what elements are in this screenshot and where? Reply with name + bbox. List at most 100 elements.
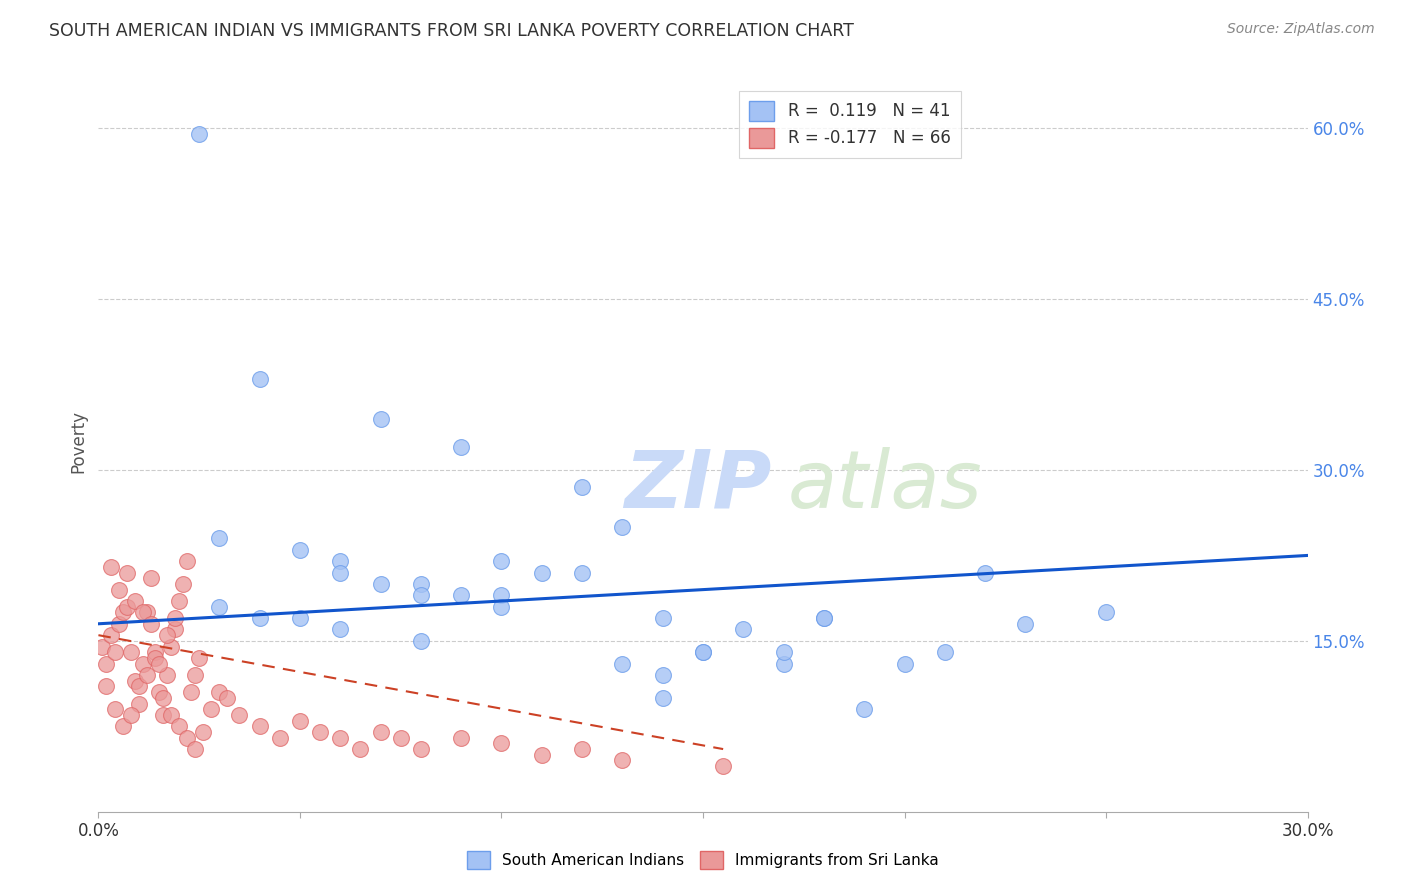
Point bbox=[96, 680, 118, 694]
Point bbox=[249, 611, 271, 625]
Point bbox=[91, 640, 114, 654]
Point bbox=[184, 668, 207, 682]
Point bbox=[148, 685, 170, 699]
Point bbox=[571, 742, 593, 756]
Point bbox=[733, 623, 755, 637]
Point bbox=[288, 611, 311, 625]
Point bbox=[160, 640, 183, 654]
Point bbox=[1014, 616, 1036, 631]
Point bbox=[208, 685, 231, 699]
Point bbox=[249, 372, 271, 386]
Point bbox=[200, 702, 222, 716]
Point bbox=[180, 685, 202, 699]
Point bbox=[651, 611, 673, 625]
Point bbox=[450, 588, 472, 602]
Text: SOUTH AMERICAN INDIAN VS IMMIGRANTS FROM SRI LANKA POVERTY CORRELATION CHART: SOUTH AMERICAN INDIAN VS IMMIGRANTS FROM… bbox=[49, 22, 853, 40]
Point bbox=[96, 657, 118, 671]
Point bbox=[249, 719, 271, 733]
Point bbox=[612, 754, 634, 768]
Point bbox=[370, 577, 392, 591]
Point bbox=[389, 731, 412, 745]
Point bbox=[651, 668, 673, 682]
Point bbox=[370, 725, 392, 739]
Legend: South American Indians, Immigrants from Sri Lanka: South American Indians, Immigrants from … bbox=[461, 845, 945, 875]
Point bbox=[692, 645, 714, 659]
Point bbox=[772, 657, 794, 671]
Point bbox=[167, 594, 190, 608]
Point bbox=[124, 673, 146, 688]
Point bbox=[163, 611, 186, 625]
Point bbox=[491, 736, 513, 750]
Point bbox=[813, 611, 835, 625]
Point bbox=[128, 680, 150, 694]
Point bbox=[152, 690, 174, 705]
Point bbox=[107, 616, 129, 631]
Point bbox=[491, 588, 513, 602]
Point bbox=[571, 566, 593, 580]
Point bbox=[176, 731, 198, 745]
Point bbox=[143, 645, 166, 659]
Point bbox=[491, 599, 513, 614]
Point bbox=[370, 411, 392, 425]
Point bbox=[188, 127, 211, 141]
Point bbox=[217, 690, 239, 705]
Point bbox=[409, 588, 432, 602]
Point bbox=[450, 731, 472, 745]
Point bbox=[409, 577, 432, 591]
Point bbox=[530, 747, 553, 762]
Point bbox=[167, 719, 190, 733]
Point bbox=[208, 532, 231, 546]
Point bbox=[100, 559, 122, 574]
Point bbox=[132, 606, 155, 620]
Point bbox=[329, 566, 352, 580]
Point bbox=[111, 719, 134, 733]
Point bbox=[612, 657, 634, 671]
Point bbox=[188, 651, 211, 665]
Point bbox=[120, 645, 142, 659]
Point bbox=[148, 657, 170, 671]
Text: Source: ZipAtlas.com: Source: ZipAtlas.com bbox=[1227, 22, 1375, 37]
Point bbox=[128, 697, 150, 711]
Y-axis label: Poverty: Poverty bbox=[69, 410, 87, 473]
Legend: R =  0.119   N = 41, R = -0.177   N = 66: R = 0.119 N = 41, R = -0.177 N = 66 bbox=[740, 91, 960, 158]
Point bbox=[143, 651, 166, 665]
Point bbox=[184, 742, 207, 756]
Point bbox=[269, 731, 291, 745]
Point bbox=[228, 707, 250, 722]
Point bbox=[172, 577, 194, 591]
Point bbox=[409, 633, 432, 648]
Point bbox=[103, 645, 125, 659]
Point bbox=[329, 731, 352, 745]
Point bbox=[934, 645, 956, 659]
Point bbox=[132, 657, 155, 671]
Point bbox=[711, 759, 734, 773]
Point bbox=[208, 599, 231, 614]
Text: atlas: atlas bbox=[787, 447, 983, 525]
Point bbox=[100, 628, 122, 642]
Point bbox=[491, 554, 513, 568]
Point bbox=[288, 542, 311, 557]
Point bbox=[813, 611, 835, 625]
Point bbox=[409, 742, 432, 756]
Point bbox=[176, 554, 198, 568]
Point bbox=[974, 566, 997, 580]
Point bbox=[349, 742, 371, 756]
Point bbox=[329, 554, 352, 568]
Point bbox=[124, 594, 146, 608]
Point bbox=[530, 566, 553, 580]
Point bbox=[120, 707, 142, 722]
Point bbox=[309, 725, 332, 739]
Point bbox=[115, 566, 138, 580]
Point bbox=[288, 714, 311, 728]
Point bbox=[193, 725, 215, 739]
Point bbox=[139, 616, 162, 631]
Point bbox=[329, 623, 352, 637]
Point bbox=[139, 571, 162, 585]
Point bbox=[156, 668, 179, 682]
Point bbox=[651, 690, 673, 705]
Point bbox=[853, 702, 876, 716]
Text: ZIP: ZIP bbox=[624, 447, 772, 525]
Point bbox=[135, 606, 157, 620]
Point bbox=[111, 606, 134, 620]
Point bbox=[152, 707, 174, 722]
